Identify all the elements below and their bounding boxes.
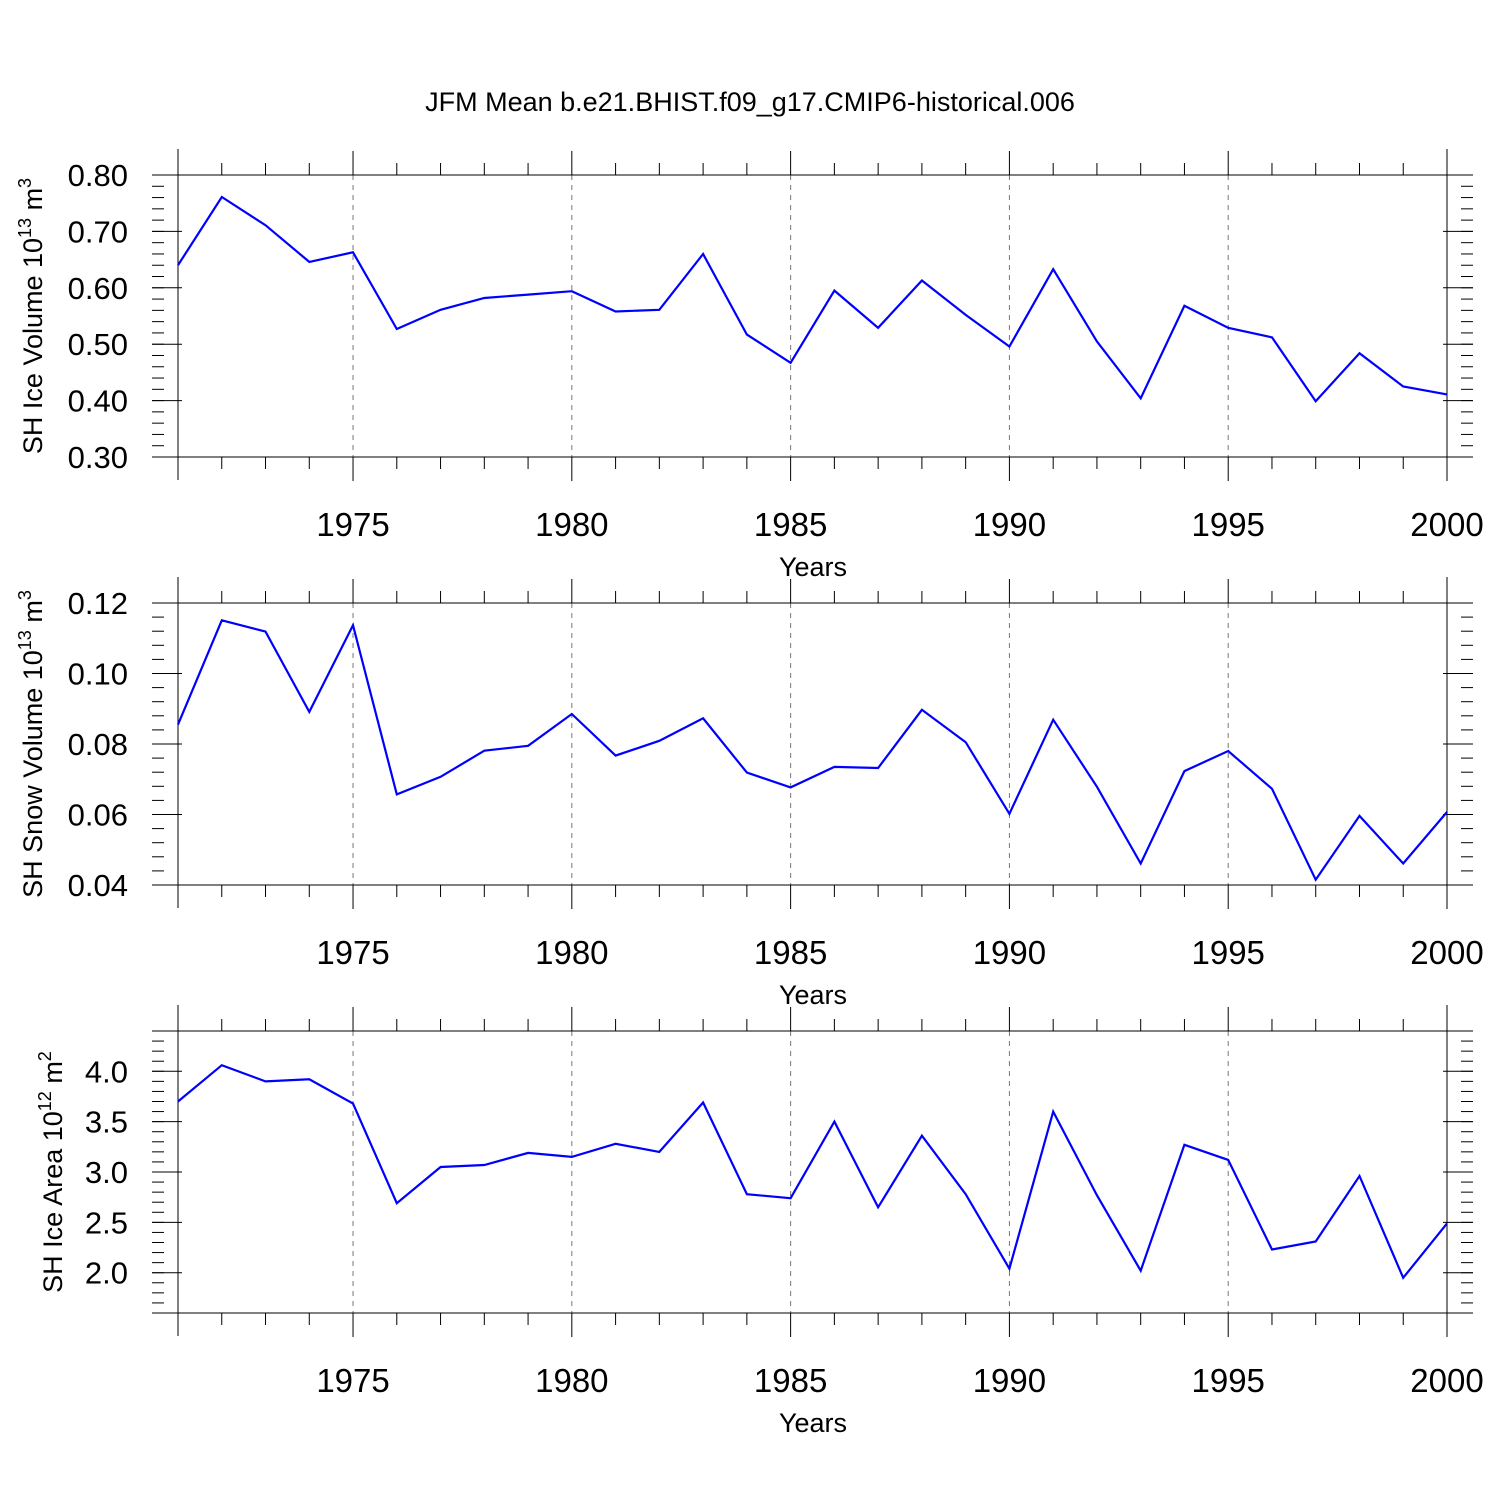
x-axis-label: Years xyxy=(779,552,847,582)
series-line xyxy=(177,195,1448,403)
y-tick-label: 0.12 xyxy=(68,586,128,621)
y-tick-label: 0.08 xyxy=(68,727,128,762)
series-line xyxy=(177,1063,1448,1280)
chart-panel-2: 0.04 0.06 0.08 0.10 0.12 1975 1980 1985 1990 1995… xyxy=(15,577,1484,1010)
y-tick-label: 2.0 xyxy=(85,1256,128,1291)
y-tick-label: 2.5 xyxy=(85,1205,128,1240)
y-tick-label: 0.04 xyxy=(68,868,128,903)
x-tick-label: 1975 xyxy=(316,506,389,543)
y-tick-label: 0.80 xyxy=(68,158,128,193)
x-tick-label: 2000 xyxy=(1410,506,1483,543)
x-tick-label: 1975 xyxy=(316,1362,389,1399)
x-tick-label: 1980 xyxy=(535,934,608,971)
x-tick-label: 1995 xyxy=(1191,1362,1264,1399)
figure-title: JFM Mean b.e21.BHIST.f09_g17.CMIP6-histo… xyxy=(425,87,1075,117)
x-tick-label: 1995 xyxy=(1191,934,1264,971)
x-axis-label: Years xyxy=(779,980,847,1010)
panels: 0.30 0.40 0.50 0.60 0.70 0.80 1975 1980 1985 1990… xyxy=(15,149,1484,1438)
y-tick-label: 0.40 xyxy=(68,384,128,419)
x-tick-label: 1975 xyxy=(316,934,389,971)
y-axis-label: SH Ice Volume 1013 m3 xyxy=(15,178,48,454)
x-tick-label: 1985 xyxy=(754,1362,827,1399)
y-axis-label: SH Snow Volume 1013 m3 xyxy=(15,590,48,898)
x-tick-label: 1990 xyxy=(973,506,1046,543)
y-tick-label: 0.50 xyxy=(68,327,128,362)
x-tick-label: 1985 xyxy=(754,506,827,543)
x-tick-label: 1995 xyxy=(1191,506,1264,543)
x-axis-label: Years xyxy=(779,1408,847,1438)
x-tick-label: 1980 xyxy=(535,506,608,543)
series-line xyxy=(176,618,1448,882)
y-tick-label: 4.0 xyxy=(85,1054,128,1089)
x-tick-label: 1980 xyxy=(535,1362,608,1399)
y-tick-label: 0.10 xyxy=(68,657,128,692)
y-tick-label: 0.06 xyxy=(68,798,128,833)
chart-panel-3: 2.0 2.5 3.0 3.5 4.0 1975 1980 1985 1990 1995 2000 Y… xyxy=(35,1005,1484,1438)
y-tick-label: 3.5 xyxy=(85,1105,128,1140)
x-tick-label: 2000 xyxy=(1410,1362,1483,1399)
y-tick-label: 0.30 xyxy=(68,440,128,475)
y-tick-label: 3.0 xyxy=(85,1155,128,1190)
x-tick-label: 2000 xyxy=(1410,934,1483,971)
x-tick-label: 1990 xyxy=(973,1362,1046,1399)
y-tick-label: 0.60 xyxy=(68,271,128,306)
y-axis-label: SH Ice Area 1012 m2 xyxy=(35,1051,68,1293)
chart-panel-1: 0.30 0.40 0.50 0.60 0.70 0.80 1975 1980 1985 1990… xyxy=(15,149,1484,582)
y-tick-label: 0.70 xyxy=(68,214,128,249)
x-tick-label: 1990 xyxy=(973,934,1046,971)
x-tick-label: 1985 xyxy=(754,934,827,971)
